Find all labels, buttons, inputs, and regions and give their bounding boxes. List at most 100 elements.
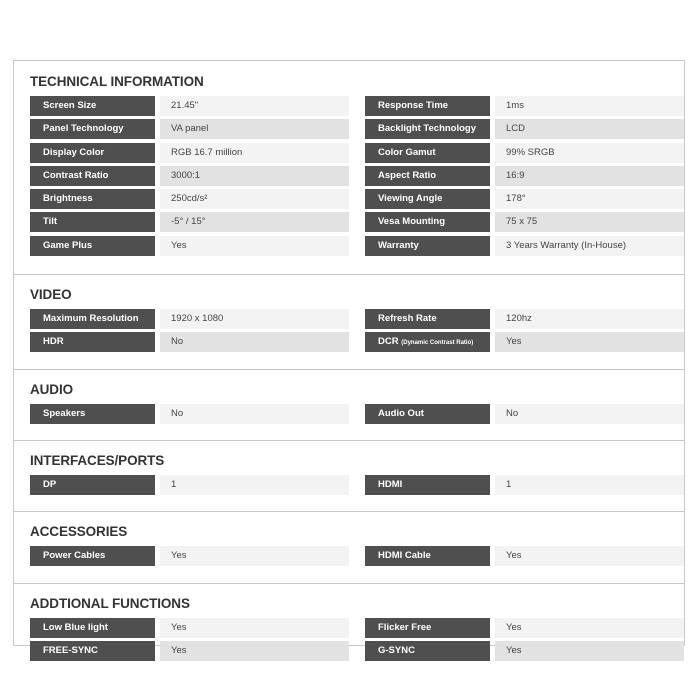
- spec-section: ACCESSORIES Power Cables Yes HDMI Cable Yes: [14, 512, 684, 584]
- spec-item: Tilt -5° / 15°: [30, 212, 349, 233]
- spec-label-text: FREE-SYNC: [43, 644, 98, 656]
- spec-value: Yes: [495, 640, 684, 661]
- spec-section: INTERFACES/PORTS DP 1 HDMI 1: [14, 441, 684, 513]
- spec-label: Vesa Mounting: [365, 212, 490, 233]
- spec-label: Contrast Ratio: [30, 165, 155, 186]
- spec-label-text: Maximum Resolution: [43, 313, 139, 325]
- spec-label-text: HDMI Cable: [378, 550, 431, 562]
- spec-label: Backlight Technology: [365, 119, 490, 140]
- section-title: VIDEO: [30, 287, 72, 303]
- spec-label-text: Color Gamut: [378, 146, 436, 158]
- spec-label: Game Plus: [30, 235, 155, 256]
- spec-row: HDR No DCR (Dynamic Contrast Ratio) Yes: [14, 332, 684, 353]
- spec-value: 99% SRGB: [495, 142, 684, 163]
- spec-value: 21.45": [160, 96, 349, 116]
- spec-label: DCR (Dynamic Contrast Ratio): [365, 332, 490, 353]
- spec-sublabel: (Dynamic Contrast Ratio): [401, 340, 474, 347]
- spec-value: No: [160, 332, 349, 353]
- spec-label-text: Display Color: [43, 146, 105, 158]
- spec-value: 178°: [495, 189, 684, 210]
- spec-value: No: [160, 403, 349, 424]
- spec-label-text: Viewing Angle: [378, 193, 443, 205]
- spec-value: 1920 x 1080: [160, 309, 349, 330]
- spec-label: Maximum Resolution: [30, 309, 155, 330]
- spec-section: AUDIO Speakers No Audio Out No: [14, 370, 684, 441]
- spec-item: DP 1: [30, 474, 349, 495]
- spec-item: HDMI 1: [365, 474, 684, 495]
- spec-item: Response Time 1ms: [365, 96, 684, 116]
- spec-label: Viewing Angle: [365, 189, 490, 210]
- spec-row: Screen Size 21.45" Response Time 1ms: [14, 96, 684, 116]
- spec-item: Flicker Free Yes: [365, 617, 684, 638]
- section-title: ADDTIONAL FUNCTIONS: [30, 595, 190, 611]
- section-title: ACCESSORIES: [30, 524, 128, 540]
- spec-label-text: Flicker Free: [378, 621, 432, 633]
- spec-item: Game Plus Yes: [30, 235, 349, 256]
- spec-label: Speakers: [30, 403, 155, 424]
- spec-sheet: TECHNICAL INFORMATION Screen Size 21.45" Re…: [13, 60, 685, 661]
- spec-label: Tilt: [30, 212, 155, 233]
- spec-label: HDMI: [365, 474, 490, 495]
- spec-label-text: Vesa Mounting: [378, 216, 446, 228]
- spec-item: HDMI Cable Yes: [365, 546, 684, 567]
- spec-item: Refresh Rate 120hz: [365, 309, 684, 330]
- spec-label: Flicker Free: [365, 617, 490, 638]
- section-title: INTERFACES/PORTS: [30, 452, 165, 468]
- spec-value: 16:9: [495, 165, 684, 186]
- spec-item: HDR No: [30, 332, 349, 353]
- spec-label-text: DCR: [378, 336, 399, 348]
- spec-value: Yes: [160, 235, 349, 256]
- spec-label-text: DP: [43, 478, 57, 490]
- spec-label: Panel Technology: [30, 119, 155, 140]
- spec-value: VA panel: [160, 119, 349, 140]
- spec-value: Yes: [160, 617, 349, 638]
- spec-item: Panel Technology VA panel: [30, 119, 349, 140]
- spec-item: G-SYNC Yes: [365, 640, 684, 661]
- spec-label-text: Tilt: [43, 216, 58, 228]
- spec-label-text: Low Blue light: [43, 621, 108, 633]
- spec-label: Warranty: [365, 235, 490, 256]
- spec-value: No: [495, 403, 684, 424]
- spec-label-text: Backlight Technology: [378, 123, 477, 135]
- spec-label-text: Contrast Ratio: [43, 169, 109, 181]
- spec-row: Brightness 250cd/s² Viewing Angle 178°: [14, 189, 684, 210]
- spec-label: DP: [30, 474, 155, 495]
- spec-label-text: Game Plus: [43, 239, 93, 251]
- spec-label-text: Power Cables: [43, 550, 106, 562]
- spec-row: Power Cables Yes HDMI Cable Yes: [14, 546, 684, 567]
- spec-row: FREE-SYNC Yes G-SYNC Yes: [14, 640, 684, 661]
- spec-label-text: Panel Technology: [43, 123, 124, 135]
- section-title: AUDIO: [30, 381, 73, 397]
- spec-item: FREE-SYNC Yes: [30, 640, 349, 661]
- spec-label-text: Audio Out: [378, 407, 424, 419]
- spec-label: Display Color: [30, 142, 155, 163]
- spec-value: Yes: [160, 546, 349, 567]
- spec-label: Audio Out: [365, 403, 490, 424]
- spec-section: ADDTIONAL FUNCTIONS Low Blue light Yes Flic…: [14, 584, 684, 678]
- spec-label: FREE-SYNC: [30, 640, 155, 661]
- spec-item: Speakers No: [30, 403, 349, 424]
- spec-row: Speakers No Audio Out No: [14, 403, 684, 424]
- spec-section: VIDEO Maximum Resolution 1920 x 1080 Refres…: [14, 275, 684, 370]
- spec-item: Brightness 250cd/s²: [30, 189, 349, 210]
- spec-item: Screen Size 21.45": [30, 96, 349, 116]
- spec-item: Maximum Resolution 1920 x 1080: [30, 309, 349, 330]
- spec-label-text: Response Time: [378, 100, 449, 111]
- spec-value: RGB 16.7 million: [160, 142, 349, 163]
- spec-label-text: Screen Size: [43, 100, 97, 111]
- spec-label-text: Warranty: [378, 239, 419, 251]
- spec-label: G-SYNC: [365, 640, 490, 661]
- spec-label: Power Cables: [30, 546, 155, 567]
- spec-label: Response Time: [365, 96, 490, 116]
- spec-item: Viewing Angle 178°: [365, 189, 684, 210]
- spec-label: Aspect Ratio: [365, 165, 490, 186]
- spec-value: 1: [160, 474, 349, 495]
- spec-label: Brightness: [30, 189, 155, 210]
- spec-label-text: G-SYNC: [378, 644, 415, 656]
- spec-item: Low Blue light Yes: [30, 617, 349, 638]
- spec-item: Display Color RGB 16.7 million: [30, 142, 349, 163]
- spec-label: Refresh Rate: [365, 309, 490, 330]
- spec-item: Vesa Mounting 75 x 75: [365, 212, 684, 233]
- spec-row: Panel Technology VA panel Backlight Techno…: [14, 119, 684, 140]
- spec-label-text: Speakers: [43, 407, 86, 419]
